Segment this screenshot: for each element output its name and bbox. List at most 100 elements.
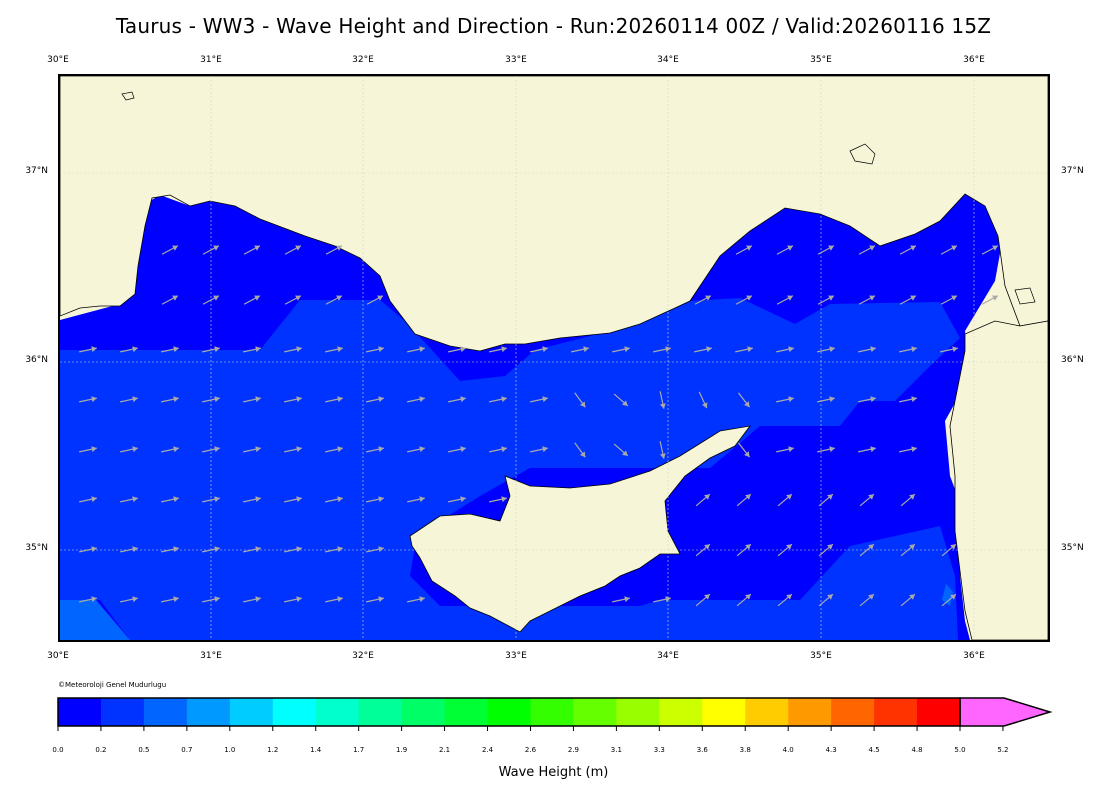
wave-arrow-head: [378, 346, 384, 353]
wave-arrow-head: [701, 402, 708, 409]
wave-arrow-head: [172, 245, 178, 251]
wave-arrow-head: [337, 596, 343, 603]
colorbar-svg: [57, 697, 1053, 731]
wave-arrow-head: [419, 446, 425, 453]
wave-arrow-head: [501, 396, 507, 403]
colorbar-segment: [58, 698, 102, 726]
colorbar-segment: [530, 698, 574, 726]
colorbar-segment: [186, 698, 231, 726]
wave-arrow-head: [868, 494, 874, 500]
wave-arrow-head: [419, 496, 425, 503]
wave-arrow-head: [870, 346, 876, 353]
colorbar: [56, 694, 1056, 738]
wave-arrow-head: [337, 546, 343, 553]
lon-tick-top: 32°E: [352, 55, 374, 65]
colorbar-outline: [57, 697, 961, 727]
wave-arrow-head: [378, 396, 384, 403]
colorbar-tick-label: 4.0: [782, 746, 794, 754]
wave-arrow-head: [337, 396, 343, 403]
colorbar-segment: [444, 698, 489, 726]
wave-arrow-head: [255, 346, 261, 353]
wave-arrow-head: [909, 544, 915, 550]
island: [121, 91, 135, 101]
colorbar-segment: [874, 698, 918, 726]
wave-arrow-head: [214, 596, 220, 603]
wave-arrow-head: [132, 346, 138, 353]
wave-arrow-head: [296, 496, 302, 503]
colorbar-tick-label: 2.4: [481, 746, 494, 754]
lon-tick-bottom: 30°E: [47, 651, 69, 661]
lon-tick-bottom: 32°E: [352, 651, 374, 661]
lon-tick-bottom: 34°E: [657, 651, 679, 661]
wave-arrow-head: [173, 396, 179, 403]
wave-arrow-head: [869, 295, 875, 301]
wave-arrow-head: [911, 346, 917, 353]
wave-arrow-head: [870, 446, 876, 453]
colorbar-tick-label: 0.5: [138, 746, 150, 754]
wave-map-svg: [60, 76, 1048, 640]
lat-tick-left: 36°N: [25, 355, 48, 365]
wave-arrow-head: [827, 594, 833, 600]
wave-arrow-head: [622, 400, 628, 406]
wave-arrow-head: [295, 295, 301, 301]
chart-title: Taurus - WW3 - Wave Height and Direction…: [115, 14, 992, 38]
colorbar-tick-label: 4.8: [911, 746, 923, 754]
wave-arrow-head: [132, 546, 138, 553]
colorbar-tick-label: 4.3: [825, 746, 837, 754]
colorbar-tick-label: 0.7: [181, 746, 193, 754]
wave-arrow-head: [255, 446, 261, 453]
wave-arrow-head: [704, 544, 710, 550]
wave-arrow-head: [827, 494, 833, 500]
wave-arrow-head: [214, 396, 220, 403]
wave-arrow-head: [745, 594, 751, 600]
colorbar-tick-label: 3.1: [610, 746, 622, 754]
wave-arrow-head: [91, 446, 97, 453]
colorbar-tick-label: 1.0: [224, 746, 236, 754]
wave-arrow-head: [659, 453, 666, 459]
wave-arrow-head: [744, 401, 750, 408]
wave-arrow-head: [255, 596, 261, 603]
wave-arrow-head: [214, 546, 220, 553]
wave-direction-arrows: [79, 245, 999, 607]
colorbar-tick-label: 0.0: [52, 746, 64, 754]
wave-arrow-head: [460, 346, 466, 353]
cyprus-landmass: [409, 425, 751, 633]
wave-arrow-head: [827, 544, 833, 550]
wave-arrow-head: [501, 496, 507, 503]
wave-arrow-head: [254, 245, 260, 251]
wave-arrow-head: [786, 594, 792, 600]
wave-arrow-head: [787, 295, 793, 301]
wave-arrow-head: [704, 594, 710, 600]
lon-tick-top: 34°E: [657, 55, 679, 65]
colorbar-segment: [702, 698, 746, 726]
wave-arrow-head: [909, 594, 915, 600]
wave-arrow-head: [870, 396, 876, 403]
wave-arrow-head: [378, 496, 384, 503]
colorbar-segment: [831, 698, 875, 726]
wave-arrow-head: [869, 245, 875, 251]
wave-arrow-head: [172, 295, 178, 301]
wave-arrow-head: [950, 594, 956, 600]
wave-arrow-head: [255, 546, 261, 553]
wave-arrow-head: [910, 295, 916, 301]
wave-arrow-head: [173, 496, 179, 503]
colorbar-segment: [788, 698, 832, 726]
wave-arrow-head: [296, 446, 302, 453]
wave-arrow-head: [706, 346, 712, 353]
wave-arrow-head: [214, 446, 220, 453]
colorbar-tick-label: 2.9: [567, 746, 579, 754]
wave-arrow-head: [787, 245, 793, 251]
colorbar-segment: [315, 698, 360, 726]
wave-map[interactable]: [58, 74, 1050, 642]
wave-arrow-head: [952, 346, 958, 353]
wave-arrow-head: [296, 346, 302, 353]
wave-arrow-head: [542, 396, 548, 403]
wave-arrow-head: [296, 596, 302, 603]
colorbar-tick-label: 0.2: [95, 746, 107, 754]
wave-arrow-head: [377, 295, 383, 301]
wave-arrow-head: [744, 451, 750, 458]
wave-arrow-head: [460, 496, 466, 503]
wave-arrow-head: [745, 544, 751, 550]
wave-arrow-head: [788, 446, 794, 453]
wave-arrow-head: [704, 494, 710, 500]
